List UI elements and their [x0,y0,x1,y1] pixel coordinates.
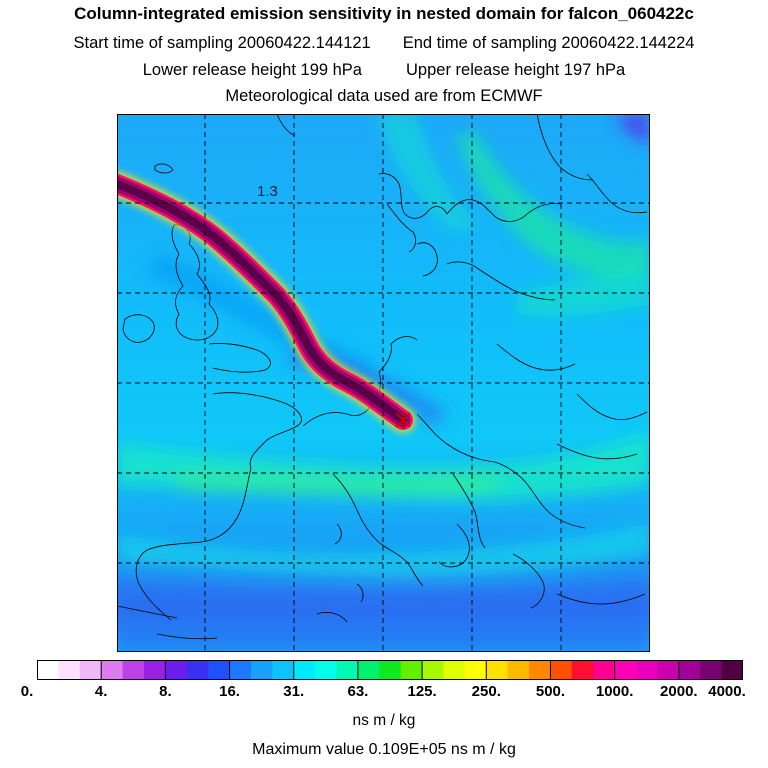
end-time-label: End time of sampling 20060422.144224 [402,34,695,52]
release-heights: Lower release height 199 hPa Upper releas… [0,60,768,80]
colorbar-tick-label: 16. [219,683,240,700]
sensitivity-map: 1.3 [117,114,650,652]
colorbar-cell [571,660,594,680]
colorbar-tick-label: 8. [159,683,172,700]
colorbar-cell [357,660,380,680]
colorbar-cell [593,660,616,680]
colorbar-cell [379,660,402,680]
colorbar-cell [143,660,166,680]
colorbar-cell [721,660,743,680]
colorbar-tick-label: 125. [407,683,437,700]
colorbar-cell [229,660,252,680]
sampling-times: Start time of sampling 20060422.144121 En… [0,33,768,53]
met-data-label: Meteorological data used are from ECMWF [225,87,543,105]
colorbar-tick-label: 500. [535,683,566,700]
colorbar-cell [315,660,338,680]
colorbar-cell [657,660,680,680]
colorbar-cell [678,660,701,680]
colorbar-tick-label: 4000. [708,683,746,700]
colorbar-cell [293,660,316,680]
colorbar-cell [336,660,359,680]
contour-label: 1.3 [257,183,278,200]
release-point-marker [395,411,411,429]
colorbar-cell [165,660,188,680]
colorbar-cell [58,660,81,680]
colorbar-tick-label: 63. [347,683,369,700]
colorbar-cell [550,660,573,680]
colorbar-cell [186,660,209,680]
page-title: Column-integrated emission sensitivity i… [74,4,694,23]
lower-release-label: Lower release height 199 hPa [142,61,362,79]
start-time-label: Start time of sampling 20060422.144121 [73,34,371,52]
colorbar-cell [464,660,487,680]
colorbar-tick-label: 4. [94,683,108,700]
emission-plume [117,172,415,432]
colorbar-cell [122,660,145,680]
colorbar-cell [486,660,509,680]
colorbar-unit: ns m / kg [352,712,416,729]
colorbar-tick-label: 0. [20,683,34,700]
colorbar-ticks: 0. 4. 8. 16. 31. 63. 125. 250. 500. 1000. 2000. 400… [0,683,768,703]
map-frame [117,114,650,652]
colorbar-cell [400,660,423,680]
colorbar-cell [700,660,723,680]
colorbar-tick-label: 1000. [595,683,634,700]
colorbar-cell [250,660,273,680]
colorbar-tick-label: 250. [471,683,501,700]
colorbar-cell [443,660,466,680]
max-value-label: Maximum value 0.109E+05 ns m / kg [252,741,516,758]
colorbar-cell [208,660,231,680]
coastlines [117,114,648,640]
colorbar-tick-label: 31. [283,683,305,700]
colorbar-cell [614,660,637,680]
colorbar-cell [529,660,552,680]
colorbar-cell [79,660,102,680]
upper-release-label: Upper release height 197 hPa [406,61,626,79]
colorbar-cell [101,660,124,680]
colorbar [37,660,743,680]
colorbar-cell [507,660,530,680]
colorbar-cell [272,660,295,680]
colorbar-cell [636,660,659,680]
colorbar-cell [422,660,445,680]
graticule [117,114,650,652]
colorbar-cell [37,660,59,680]
colorbar-tick-label: 2000. [660,683,698,700]
